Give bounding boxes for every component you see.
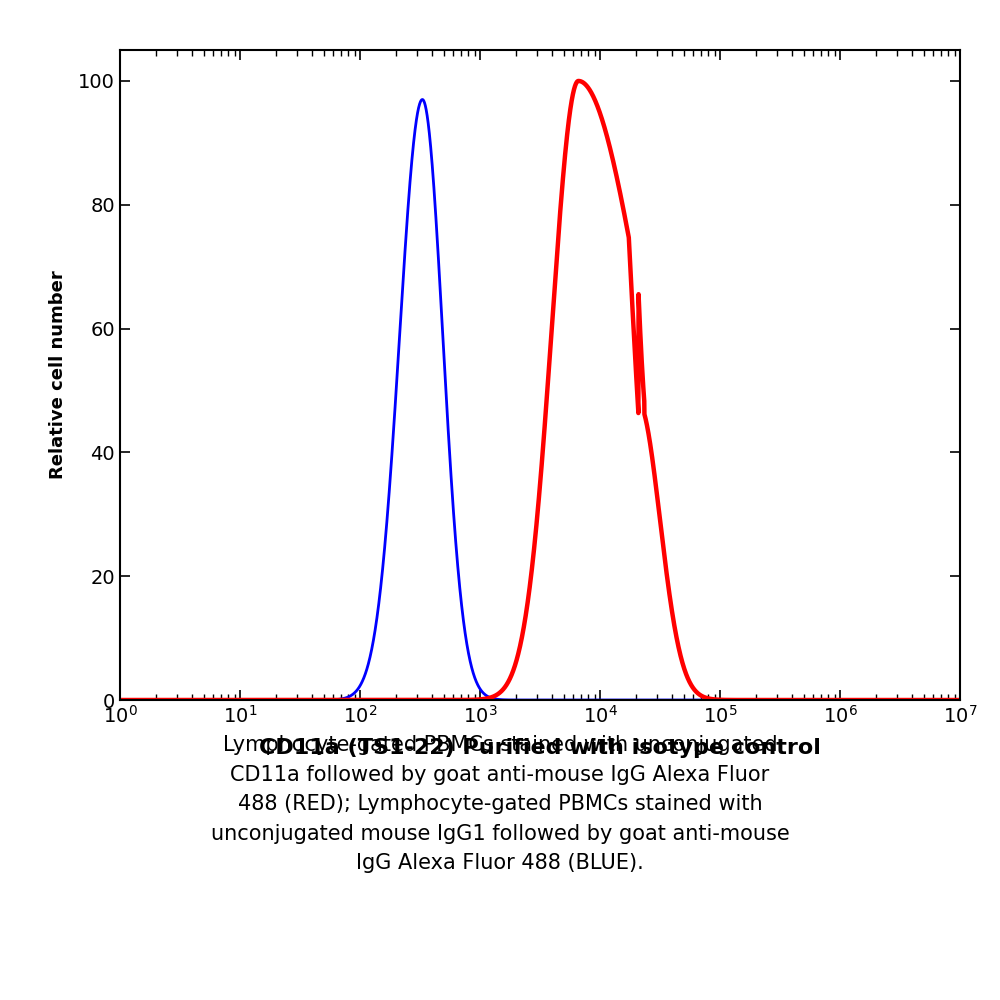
X-axis label: CD11a (TS1-22) Purified with isotype control: CD11a (TS1-22) Purified with isotype con… <box>259 738 821 758</box>
Y-axis label: Relative cell number: Relative cell number <box>49 271 67 479</box>
Text: Lymphocyte-gated PBMCs stained with unconjugated
CD11a followed by goat anti-mou: Lymphocyte-gated PBMCs stained with unco… <box>211 735 789 873</box>
